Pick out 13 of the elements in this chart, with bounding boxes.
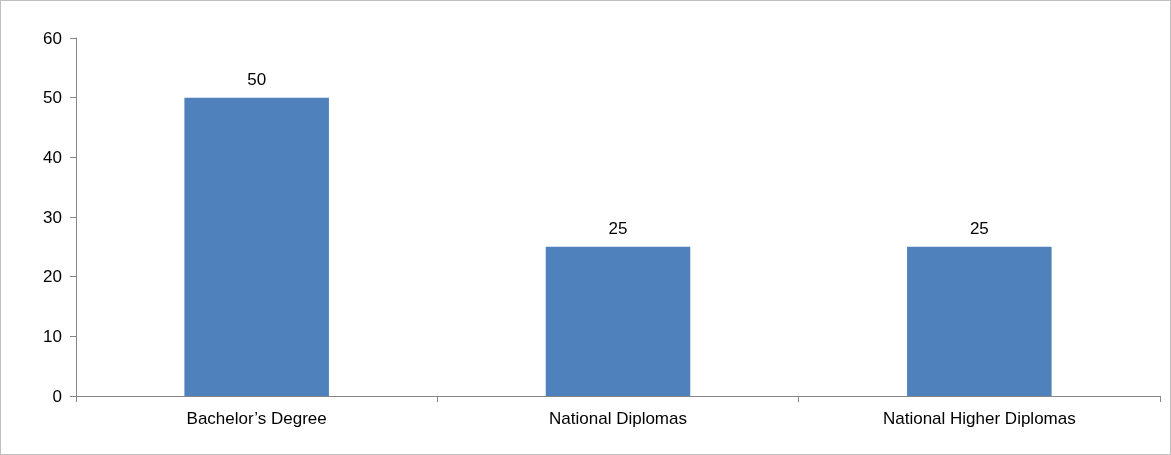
x-tick-label: Bachelor’s Degree [186,409,327,428]
y-tick-label: 50 [43,88,62,108]
y-tick-label: 40 [43,147,62,167]
x-tick-label: National Diplomas [549,409,687,428]
data-label: 50 [247,69,267,89]
data-label: 25 [969,218,989,238]
data-label: 25 [608,218,628,238]
y-tick-label: 30 [43,207,62,227]
y-tick-label: 60 [43,28,62,48]
x-tick-label: National Higher Diplomas [882,409,1076,428]
y-tick-label: 10 [43,326,62,346]
y-tick-label: 0 [52,386,62,406]
y-tick-label: 20 [43,267,62,287]
